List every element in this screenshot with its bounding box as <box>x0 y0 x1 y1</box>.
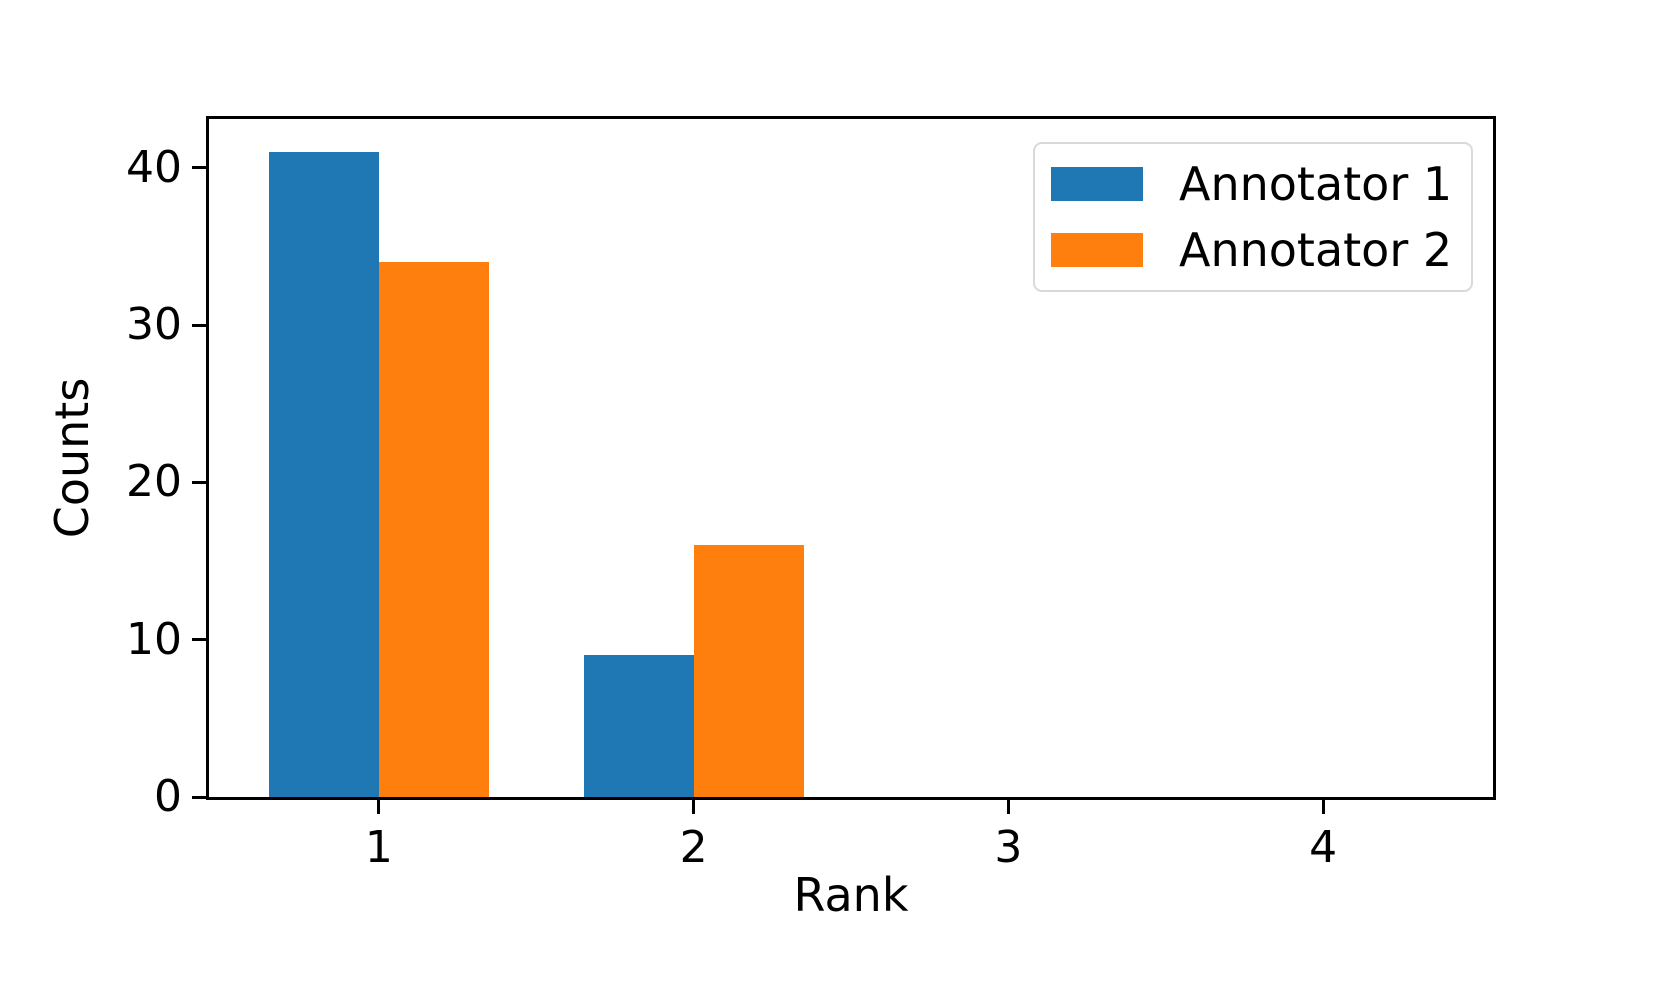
legend-label-annotator-1: Annotator 1 <box>1179 157 1453 211</box>
x-tick-label-3: 3 <box>994 822 1023 873</box>
y-tick-mark-0 <box>192 795 206 799</box>
x-tick-label-4: 4 <box>1309 822 1338 873</box>
y-tick-label-40: 40 <box>126 141 182 193</box>
x-tick-label-2: 2 <box>679 822 708 873</box>
bars-layer <box>209 119 1493 797</box>
legend-swatch-annotator-2 <box>1051 232 1143 267</box>
y-tick-mark-10 <box>192 638 206 642</box>
x-axis-label: Rank <box>793 868 909 922</box>
y-tick-mark-30 <box>192 323 206 327</box>
x-tick-mark-2 <box>692 800 696 814</box>
legend-item-annotator-2: Annotator 2 <box>1051 222 1453 277</box>
bar-annotator-1-rank-1 <box>268 152 379 797</box>
legend: Annotator 1 Annotator 2 <box>1033 142 1473 293</box>
legend-item-annotator-1: Annotator 1 <box>1051 159 1453 210</box>
x-tick-mark-1 <box>377 800 381 814</box>
x-tick-label-1: 1 <box>364 822 393 873</box>
legend-swatch-annotator-1 <box>1051 167 1143 202</box>
y-tick-label-0: 0 <box>154 771 182 822</box>
legend-label-annotator-2: Annotator 2 <box>1179 222 1453 277</box>
bar-annotator-2-rank-1 <box>378 262 489 797</box>
bar-annotator-1-rank-2 <box>583 655 694 797</box>
y-tick-mark-20 <box>192 480 206 484</box>
y-axis-label: Counts <box>45 377 99 539</box>
y-tick-label-30: 30 <box>126 299 182 351</box>
x-tick-mark-3 <box>1006 800 1010 814</box>
x-tick-mark-4 <box>1321 800 1325 814</box>
y-tick-label-20: 20 <box>126 456 182 508</box>
y-tick-label-10: 10 <box>126 613 182 665</box>
bar-annotator-2-rank-2 <box>693 545 804 797</box>
y-tick-mark-40 <box>192 166 206 170</box>
